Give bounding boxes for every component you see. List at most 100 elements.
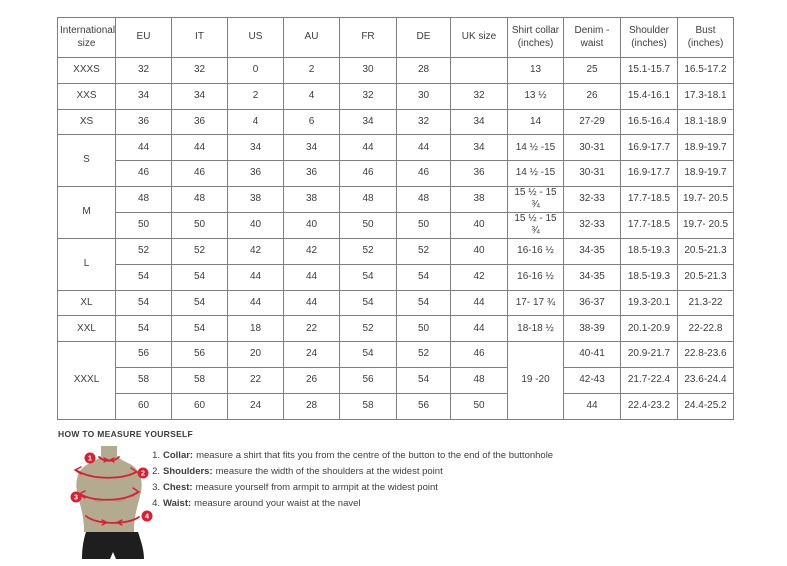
table-cell: 16-16 ½: [507, 237, 564, 265]
svg-text:2: 2: [141, 469, 145, 478]
table-cell: XS: [57, 108, 116, 136]
table-cell: XXS: [57, 82, 116, 110]
table-cell: 60: [171, 392, 228, 420]
table-cell: 32: [115, 57, 172, 84]
table-cell: 21.3-22: [677, 289, 734, 317]
measure-item-text: measure around your waist at the navel: [194, 498, 361, 509]
table-cell: 54: [115, 315, 172, 343]
table-cell: 18.1-18.9: [677, 108, 734, 136]
table-cell: 48: [450, 366, 508, 394]
table-cell: 17.7-18.5: [620, 185, 678, 213]
table-cell: 22-22.8: [677, 315, 734, 343]
table-cell: 54: [339, 341, 397, 368]
table-cell: 50: [450, 392, 508, 420]
table-cell: 28: [283, 392, 340, 420]
table-cell: 54: [396, 263, 451, 291]
table-cell: 0: [227, 57, 284, 84]
table-cell: 30-31: [563, 134, 621, 162]
table-cell: 34: [450, 108, 508, 136]
measure-item-chest: 3. Chest: measure yourself from armpit to …: [150, 483, 553, 493]
table-cell: 56: [115, 341, 172, 368]
table-cell: 20.9-21.7: [620, 341, 678, 368]
table-cell: 22: [283, 315, 340, 343]
measure-section-title: HOW TO MEASURE YOURSELF: [58, 429, 194, 439]
table-cell: 13: [507, 57, 564, 84]
table-cell: 26: [563, 82, 621, 110]
table-cell: 50: [115, 211, 172, 239]
table-cell: 52: [171, 237, 228, 265]
table-cell: 38: [283, 185, 340, 213]
table-header-cell: IT: [171, 17, 228, 58]
table-cell: XL: [57, 289, 116, 317]
waist-measure-arrows: [101, 519, 123, 526]
table-cell: 6: [283, 108, 340, 136]
table-cell: 36: [171, 108, 228, 136]
table-cell: 15 ½ - 15 ¾: [507, 211, 564, 239]
table-cell: 44: [339, 134, 397, 162]
table-cell: 44: [115, 134, 172, 162]
table-cell: 52: [396, 237, 451, 265]
table-cell: 52: [396, 341, 451, 368]
table-header-cell: FR: [339, 17, 397, 58]
table-cell: 34: [115, 82, 172, 110]
figure-marker-3: 3: [70, 491, 82, 503]
mannequin-shorts: [82, 532, 144, 559]
table-cell: 17.3-18.1: [677, 82, 734, 110]
table-cell: 50: [171, 211, 228, 239]
table-cell: 15.1-15.7: [620, 57, 678, 84]
table-cell: 26: [283, 366, 340, 394]
table-cell: XXXL: [57, 341, 116, 420]
table-cell: 42: [450, 263, 508, 291]
table-cell: M: [57, 185, 116, 239]
table-cell: 19.7- 20.5: [677, 185, 734, 213]
table-cell: 13 ½: [507, 82, 564, 110]
table-cell: 46: [339, 160, 397, 187]
table-cell: 52: [115, 237, 172, 265]
table-row: M 48 48 38 38 48 48 38 15 ½ - 15 ¾ 32-33 17.7-18.5…: [57, 185, 734, 239]
table-cell: 18.5-19.3: [620, 263, 678, 291]
table-row: L 52 52 42 42 52 52 40 16-16 ½ 34-35 18.5-19.3 20.5…: [57, 237, 734, 291]
table-cell: 36: [283, 160, 340, 187]
table-cell: 40: [450, 237, 508, 265]
table-cell: 38: [450, 185, 508, 213]
svg-text:1: 1: [88, 454, 92, 463]
table-cell: 34: [171, 82, 228, 110]
table-header-cell: US: [227, 17, 284, 58]
table-header-cell: Shoulder (inches): [620, 17, 678, 58]
size-chart-body: XXXS 32 32 0 2 30 28 13 25 15.1-15.7 16.5-17.2 XXS 3…: [57, 57, 734, 420]
table-cell: 20: [227, 341, 284, 368]
size-chart-header: International size EU IT US AU FR DE UK size Shi…: [57, 17, 734, 58]
table-cell: 56: [396, 392, 451, 420]
table-cell: 54: [171, 289, 228, 317]
table-cell: 30: [339, 57, 397, 84]
table-row: XXXL 56 56 20 24 54 52 46 19 -20 40-41 20.9-21.7 22…: [57, 341, 734, 420]
table-cell: 58: [171, 366, 228, 394]
table-cell: 32-33: [563, 211, 621, 239]
measure-item-text: measure a shirt that fits you from the c…: [196, 450, 554, 461]
table-cell: 19 -20: [507, 341, 564, 420]
measure-item-shoulders: 2. Shoulders: measure the width of the sho…: [150, 467, 553, 477]
table-cell: 32-33: [563, 185, 621, 213]
table-cell: 18.5-19.3: [620, 237, 678, 265]
measure-item-text: measure yourself from armpit to armpit a…: [195, 482, 438, 493]
measure-instructions-list: 1. Collar: measure a shirt that fits you f…: [150, 451, 553, 515]
table-cell: S: [57, 134, 116, 187]
figure-marker-4: 4: [141, 510, 153, 522]
table-cell: 46: [450, 341, 508, 368]
table-header-row: International size EU IT US AU FR DE UK size Shi…: [57, 17, 734, 58]
table-cell: 44: [563, 392, 621, 420]
table-cell: 32: [450, 82, 508, 110]
table-cell: 30: [396, 82, 451, 110]
table-cell: 15 ½ - 15 ¾: [507, 185, 564, 213]
table-cell: 44: [227, 263, 284, 291]
measure-item-label: Waist:: [163, 498, 192, 509]
table-cell: 56: [171, 341, 228, 368]
table-cell: 54: [115, 289, 172, 317]
table-cell: 14 ½ -15: [507, 160, 564, 187]
svg-text:4: 4: [145, 512, 150, 521]
table-cell: 44: [227, 289, 284, 317]
table-cell: 50: [396, 315, 451, 343]
table-cell: 42-43: [563, 366, 621, 394]
table-cell: 18-18 ½: [507, 315, 564, 343]
table-cell: 30-31: [563, 160, 621, 187]
